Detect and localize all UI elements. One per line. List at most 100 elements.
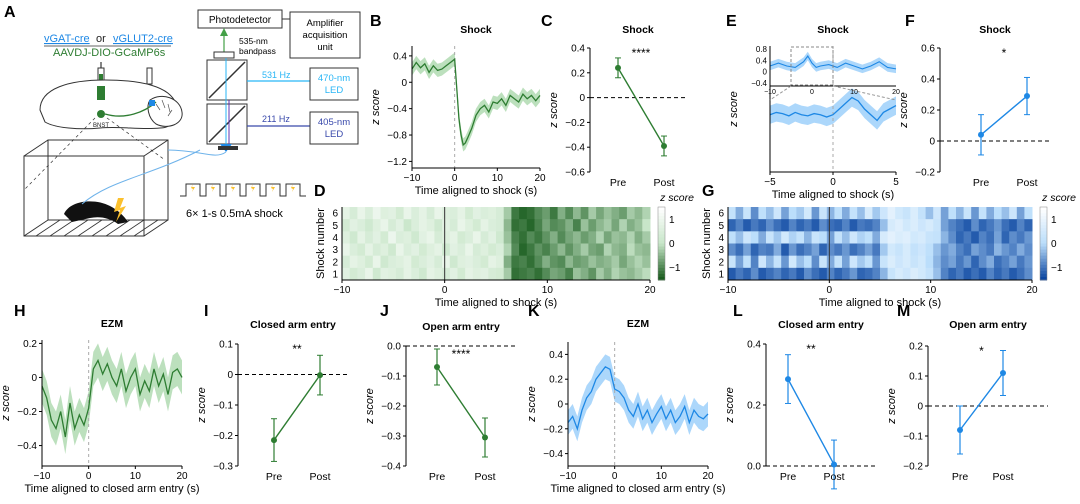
G-row-label-5: 5 xyxy=(718,221,724,232)
D-cell-r5-c32 xyxy=(588,267,597,281)
G-cell-r4-c15 xyxy=(842,255,851,269)
D-row-label-4: 4 xyxy=(332,233,338,244)
D-cell-r3-c31 xyxy=(580,243,589,257)
D-row-label-5: 5 xyxy=(332,221,338,232)
C-ytick-label-2: 0 xyxy=(579,93,585,104)
led-405-box xyxy=(309,111,359,145)
G-cell-r5-c29 xyxy=(948,267,957,281)
G-cell-r2-c29 xyxy=(948,231,957,244)
C-ytick-label-0: 0.4 xyxy=(571,44,585,55)
G-cell-r1-c23 xyxy=(902,219,911,232)
G-cell-r2-c26 xyxy=(925,231,934,244)
G-cell-r2-c9 xyxy=(796,231,805,244)
D-cell-r3-c1 xyxy=(349,243,358,257)
G-cell-r0-c7 xyxy=(781,207,790,220)
D-cell-r1-c15 xyxy=(457,219,466,232)
G-cell-r5-c22 xyxy=(895,267,904,281)
G-cell-r4-c38 xyxy=(1016,255,1025,269)
D-cell-r0-c28 xyxy=(557,207,566,220)
G-cell-r3-c7 xyxy=(781,243,790,257)
D-cell-r4-c39 xyxy=(642,255,651,269)
led-405-label-line2: LED xyxy=(325,129,344,140)
D-cell-r0-c25 xyxy=(534,207,543,220)
I-ylabel: z score xyxy=(196,387,208,423)
D-cell-r4-c1 xyxy=(349,255,358,269)
G-cell-r1-c22 xyxy=(895,219,904,232)
G-cell-r0-c5 xyxy=(766,207,775,220)
G-cell-r3-c17 xyxy=(857,243,866,257)
B-xtick-label-2: 10 xyxy=(492,173,504,184)
I-point-post xyxy=(317,372,323,379)
L-category-label-0: Pre xyxy=(780,471,797,483)
G-cell-r4-c35 xyxy=(994,255,1003,269)
G-cell-r3-c11 xyxy=(811,243,820,257)
D-cell-r2-c26 xyxy=(542,231,551,244)
E-xtick-label-2: 5 xyxy=(893,177,899,188)
G-cell-r0-c12 xyxy=(819,207,828,220)
G-cell-r5-c7 xyxy=(781,267,790,281)
J-ytick-label-2: −0.2 xyxy=(381,402,401,413)
D-cell-r0-c34 xyxy=(603,207,612,220)
G-cell-r4-c21 xyxy=(887,255,896,269)
G-cell-r1-c25 xyxy=(918,219,927,232)
D-colorbar-step-6 xyxy=(658,225,665,229)
L-ytick-label-1: 0.2 xyxy=(747,401,761,412)
or-label: or xyxy=(96,33,106,45)
G-cell-r2-c31 xyxy=(963,231,972,244)
G-cell-r4-c23 xyxy=(902,255,911,269)
B-ylabel: z score xyxy=(370,89,382,125)
D-cell-r1-c39 xyxy=(642,219,651,232)
G-cell-r5-c25 xyxy=(918,267,927,281)
D-colorbar-step-17 xyxy=(658,258,665,263)
E-inset-guide-left xyxy=(769,85,792,101)
G-cell-r3-c6 xyxy=(773,243,782,257)
G-cell-r0-c4 xyxy=(758,207,767,220)
H-ytick-label-0: 0.2 xyxy=(23,339,37,350)
G-cell-r3-c3 xyxy=(750,243,759,257)
D-xtick-label-0: −10 xyxy=(334,285,351,296)
G-cell-r3-c38 xyxy=(1016,243,1025,257)
D-cell-r1-c21 xyxy=(503,219,512,232)
G-cell-r5-c6 xyxy=(773,267,782,281)
D-cell-r0-c8 xyxy=(403,207,412,220)
G-cell-r2-c18 xyxy=(864,231,873,244)
amplifier-label-line1: Amplifier xyxy=(307,18,344,29)
D-cell-r5-c7 xyxy=(395,267,405,281)
B-ytick-label-4: −1.2 xyxy=(387,157,407,168)
D-cell-r0-c11 xyxy=(426,207,435,220)
B-ytick-label-1: 0 xyxy=(401,78,407,89)
D-cell-r5-c29 xyxy=(565,267,574,281)
D-colorbar-step-18 xyxy=(658,261,665,266)
D-cell-r3-c12 xyxy=(434,243,443,257)
G-cell-r3-c12 xyxy=(819,243,828,257)
G-cell-r5-c20 xyxy=(880,267,889,281)
G-colorbar-step-12 xyxy=(1040,243,1047,248)
K-mean-trace xyxy=(567,365,709,431)
D-cell-r4-c19 xyxy=(488,255,497,269)
G-xlabel: Time aligned to shock (s) xyxy=(819,297,941,309)
D-colorbar-tick-2: −1 xyxy=(669,263,681,274)
panel-letter-m: M xyxy=(897,303,910,320)
G-cell-r3-c31 xyxy=(963,243,972,257)
D-colorbar-step-22 xyxy=(658,273,665,278)
G-colorbar-tick-2: −1 xyxy=(1051,263,1063,274)
G-colorbar-step-14 xyxy=(1040,249,1047,254)
G-colorbar-step-3 xyxy=(1040,216,1047,220)
I-significance-stars: ** xyxy=(292,342,302,356)
C-significance-stars: **** xyxy=(632,46,651,60)
G-colorbar-step-16 xyxy=(1040,255,1047,260)
G-cell-r2-c1 xyxy=(735,231,744,244)
G-cell-r0-c28 xyxy=(940,207,949,220)
G-cell-r1-c10 xyxy=(804,219,813,232)
K-ytick-label-4: −0.4 xyxy=(543,449,563,460)
D-cell-r2-c4 xyxy=(372,231,381,244)
J-category-label-0: Pre xyxy=(429,471,446,483)
C-ytick-label-3: −0.2 xyxy=(565,118,585,129)
D-cell-r4-c21 xyxy=(503,255,512,269)
D-cell-r0-c23 xyxy=(519,207,528,220)
panel-letter-d: D xyxy=(314,183,326,200)
D-colorbar-step-10 xyxy=(658,237,665,241)
D-cell-r1-c5 xyxy=(380,219,389,232)
K-title: EZM xyxy=(627,318,649,330)
G-cell-r4-c17 xyxy=(857,255,866,269)
